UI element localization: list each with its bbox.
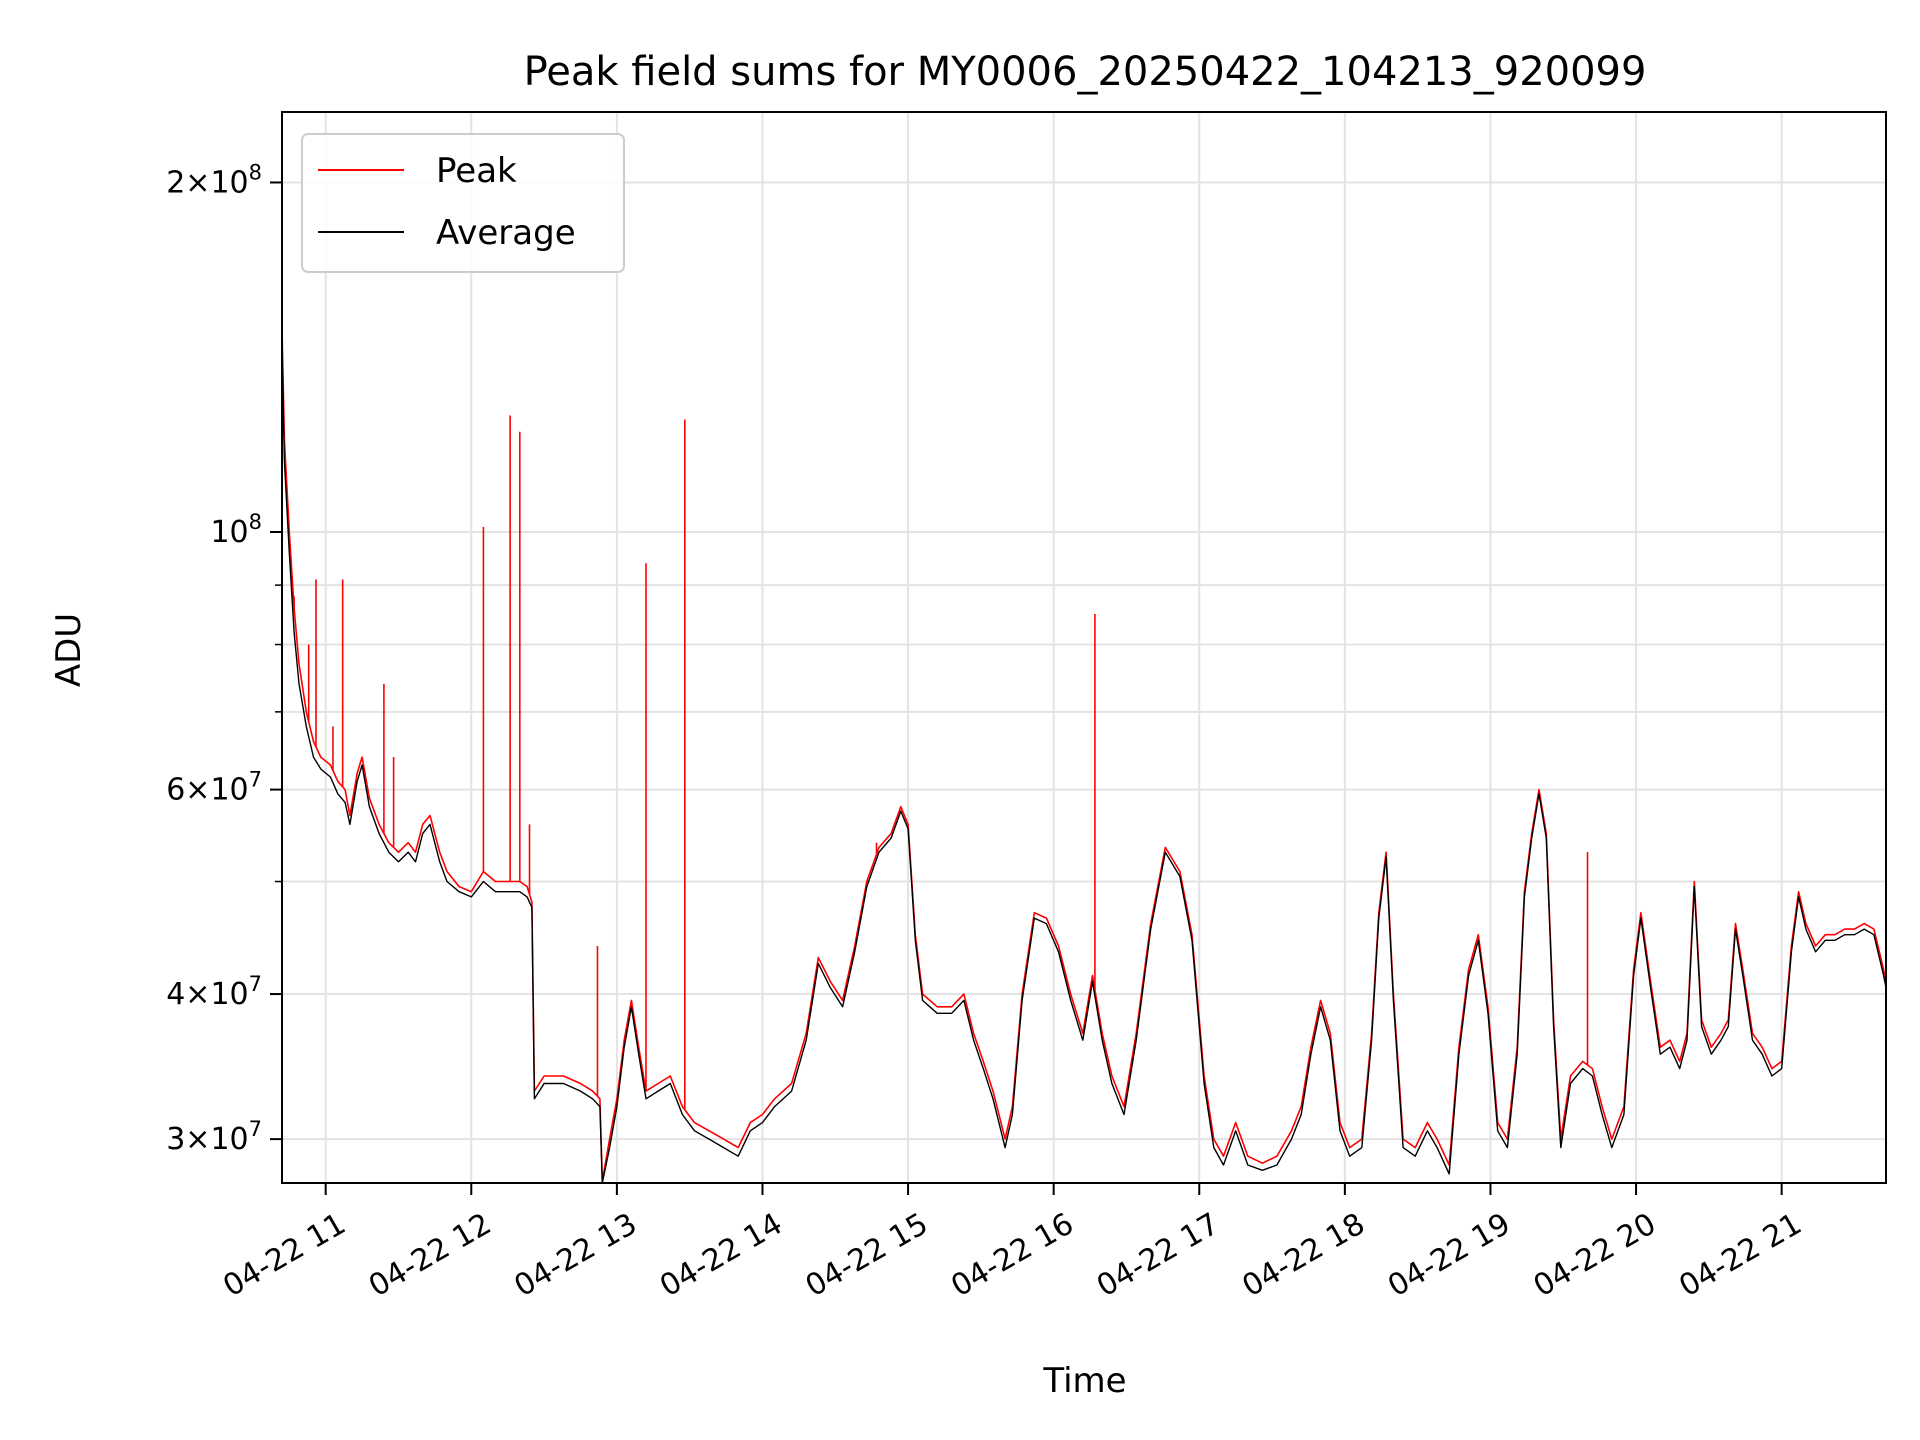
y-axis-title: ADU [49, 613, 89, 687]
legend-label-peak: Peak [436, 151, 517, 191]
grid [282, 112, 1886, 1183]
series-layer [281, 327, 1887, 1184]
y-tick-label: 6×107 [166, 768, 262, 808]
plot-frame [281, 111, 1887, 1184]
chart-title: Peak field sums for MY0006_20250422_1042… [524, 49, 1647, 95]
x-axis-title: Time [1042, 1361, 1126, 1401]
series-line-average [281, 344, 1887, 1184]
y-tick-label: 3×107 [166, 1117, 262, 1157]
y-tick-label: 108 [210, 510, 262, 550]
y-tick-label: 2×108 [166, 160, 262, 200]
y-tick-label: 4×107 [166, 972, 262, 1012]
legend-label-average: Average [436, 213, 576, 253]
series-line-peak [281, 327, 1887, 1182]
legend: Peak Average [301, 133, 625, 273]
series-average [281, 344, 1887, 1184]
series-peak [281, 327, 1887, 1182]
legend-box [301, 133, 625, 273]
